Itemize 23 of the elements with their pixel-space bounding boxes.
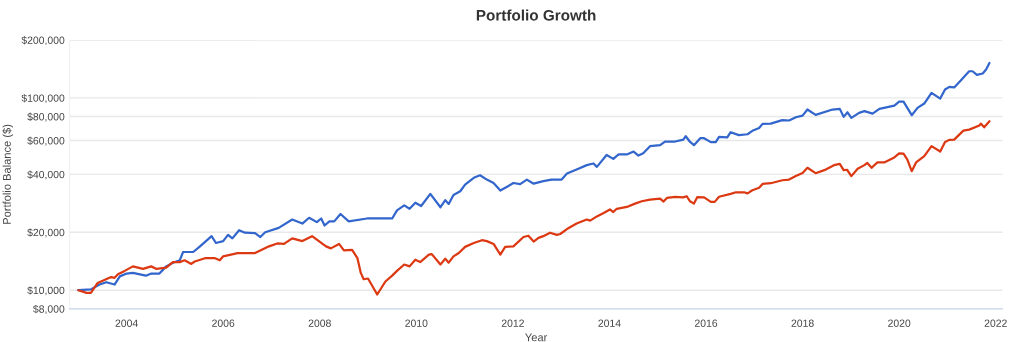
line-series	[77, 120, 991, 296]
x-tick-label: 2016	[694, 319, 718, 327]
y-tick-label: $200,000	[21, 36, 65, 46]
x-tick-label: 2006	[212, 319, 235, 327]
x-tick-label: 2014	[598, 319, 621, 327]
line-series	[77, 61, 991, 292]
x-tick-label: 2010	[405, 319, 428, 327]
y-axis-title: Portfolio Balance ($)	[2, 124, 13, 224]
y-tick-label: $20,000	[27, 228, 65, 238]
x-tick-label: 2008	[308, 319, 331, 327]
y-tick-label: $40,000	[27, 170, 65, 180]
x-tick-label: 2022	[984, 319, 1007, 327]
x-tick-label: 2004	[115, 319, 138, 327]
x-tick-label: 2018	[791, 319, 814, 327]
x-tick-label: 2020	[888, 319, 911, 327]
x-tick-label: 2012	[501, 319, 524, 327]
chart-title: Portfolio Growth	[476, 9, 596, 21]
x-axis-title: Year	[525, 333, 548, 342]
y-tick-label: $60,000	[27, 136, 65, 146]
y-tick-label: $80,000	[27, 112, 65, 122]
y-tick-label: $10,000	[27, 286, 65, 296]
y-tick-label: $8,000	[33, 304, 65, 314]
y-tick-label: $100,000	[21, 93, 65, 104]
